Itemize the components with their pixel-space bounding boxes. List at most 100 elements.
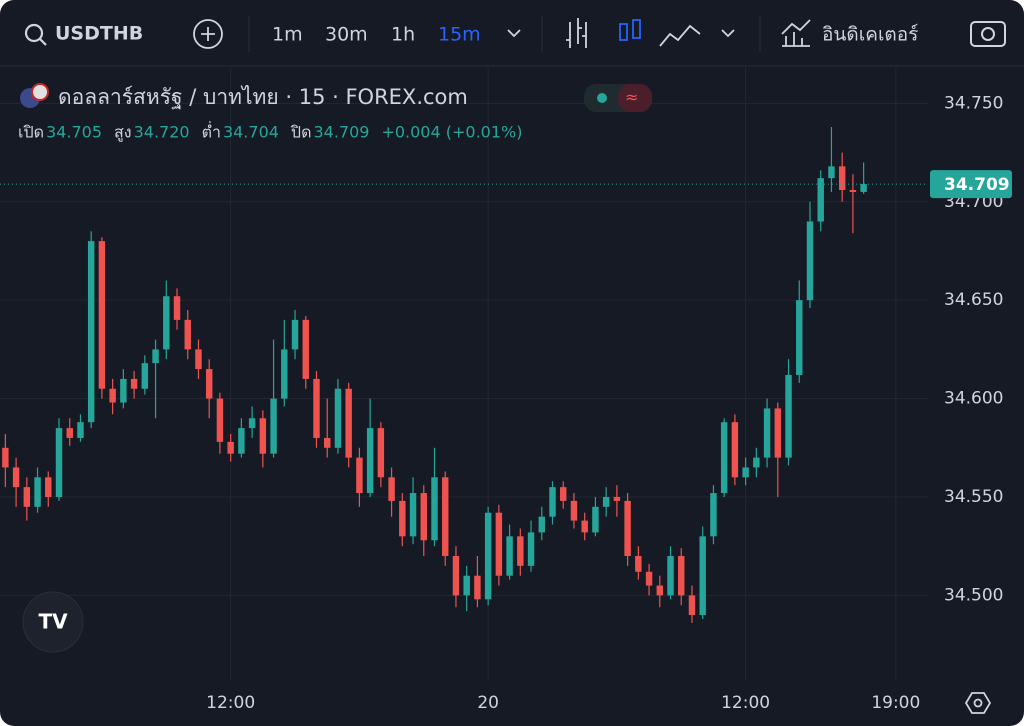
ohlc-value: 34.720 (134, 123, 190, 142)
candles-icon[interactable] (619, 23, 628, 41)
candle-body (313, 378, 320, 438)
flag-icon (31, 83, 49, 101)
candle-body (23, 487, 31, 507)
candle-body (667, 556, 674, 596)
candle-body (838, 166, 846, 190)
area-icon[interactable] (659, 24, 701, 47)
camera-icon (981, 27, 995, 41)
candle-body (163, 296, 170, 350)
candle-body (120, 378, 127, 403)
candle-body (785, 374, 792, 458)
dropdown[interactable] (721, 29, 735, 38)
x-tick-label: 12:00 (721, 693, 770, 713)
candle-body (560, 487, 567, 501)
candle-body (538, 516, 545, 533)
candle-body (270, 398, 277, 454)
candle-body (806, 221, 814, 301)
interval[interactable]: 15m (438, 24, 481, 46)
candle-body (517, 536, 524, 566)
candles-icon (632, 19, 641, 39)
legend: ดอลลาร์สหรัฐ / บาทไทย · 15 · FOREX.com ≈… (18, 83, 652, 143)
candle-body (45, 477, 52, 497)
candle-body (849, 189, 857, 192)
candle-body (173, 296, 181, 320)
change: +0.004 (+0.01%) (381, 123, 522, 142)
candle-body (495, 512, 503, 576)
logo: TV (22, 591, 84, 653)
candle-body (731, 422, 739, 478)
candle-body (710, 493, 717, 537)
candle-body (130, 378, 138, 389)
candle-body (570, 500, 578, 521)
candle-body (259, 418, 267, 454)
candle-body (87, 241, 95, 423)
candle-body (452, 556, 460, 596)
candle-body (442, 477, 449, 557)
interval[interactable]: 1m (272, 24, 303, 46)
y-tick-label: 34.500 (944, 585, 1003, 605)
search-icon (39, 38, 47, 46)
interval[interactable]: 30m (325, 24, 368, 46)
camera-icon[interactable] (970, 21, 1006, 47)
price-tag-label: 34.709 (944, 175, 1010, 195)
settings-icon[interactable] (964, 692, 992, 714)
y-tick-label: 34.650 (944, 290, 1003, 310)
candle-body (484, 512, 492, 600)
logo-text: TV (38, 610, 68, 634)
candle-body (635, 556, 642, 572)
candle-body (688, 595, 696, 616)
indicators-icon[interactable] (781, 19, 811, 47)
candle-body (860, 184, 867, 192)
ohlc-label: สูง (114, 123, 132, 143)
logo[interactable] (22, 591, 84, 653)
bars-icon[interactable] (566, 18, 587, 48)
price-tag (930, 170, 1012, 199)
candle-body (463, 575, 470, 596)
candle-body (774, 408, 782, 458)
candle-body (98, 241, 106, 389)
candle-body (796, 300, 803, 375)
candle-body (624, 500, 631, 557)
candle-body (388, 477, 395, 501)
candle-body (377, 428, 385, 478)
candle-body (431, 477, 438, 541)
candle-body (141, 363, 149, 389)
settings (964, 692, 992, 714)
candle-body (581, 520, 588, 533)
candle-body (549, 487, 556, 517)
dropdown[interactable] (507, 29, 521, 38)
interval[interactable]: 1h (391, 24, 415, 46)
y-tick-label: 34.750 (944, 93, 1003, 113)
settings-icon (973, 698, 983, 708)
ohlc: เปิด 34.705 สูง 34.720 ต่ำ 34.704 ปิด 34.709 (18, 121, 369, 143)
candle-body (613, 496, 621, 501)
candle-body (66, 428, 73, 438)
candle-body (248, 418, 256, 429)
candle-body (763, 408, 771, 458)
symbol[interactable]: USDTHB (55, 23, 143, 45)
candle-body (55, 428, 63, 497)
candle-body (592, 506, 599, 533)
candle-body (720, 422, 728, 494)
candle-body (281, 349, 288, 399)
search-icon[interactable] (24, 23, 44, 43)
candle-body (828, 166, 835, 179)
candle-body (12, 467, 20, 488)
add-button[interactable] (193, 19, 223, 49)
candle-body (216, 398, 224, 442)
candle-body (645, 571, 653, 586)
x-tick-label: 19:00 (871, 693, 920, 713)
candle-body (227, 441, 234, 454)
indicators[interactable]: อินดิเคเตอร์ (822, 24, 918, 46)
y-tick-label: 34.600 (944, 389, 1003, 409)
candle-body (77, 422, 84, 438)
ohlc-value: 34.704 (223, 123, 279, 142)
ohlc-label: ต่ำ (202, 121, 221, 142)
status-dot (597, 93, 607, 103)
candle-body (238, 428, 245, 454)
candle-body (356, 457, 363, 494)
candle-body (345, 388, 352, 458)
candle-body (34, 477, 41, 507)
add-icon (201, 27, 215, 41)
